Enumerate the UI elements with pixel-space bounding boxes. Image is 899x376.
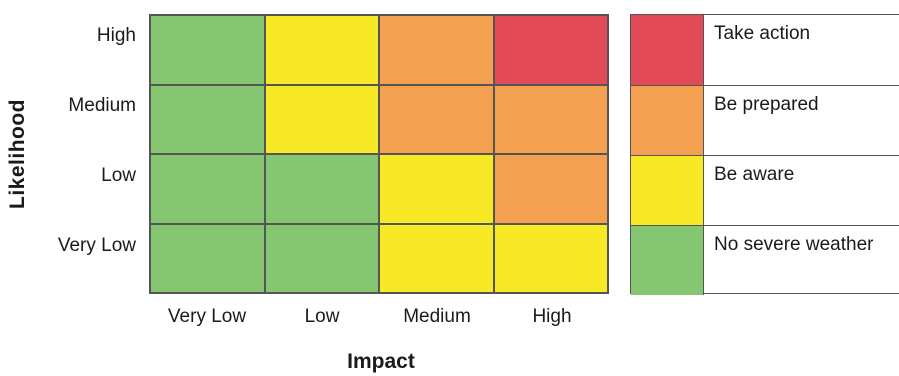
matrix-cell-very-low-low — [264, 223, 379, 293]
legend-swatch-green — [631, 226, 704, 295]
matrix-cell-low-low — [264, 154, 379, 224]
legend-row-take-action: Take action — [631, 15, 899, 85]
legend-swatch-orange — [631, 86, 704, 155]
legend-label-take-action: Take action — [714, 23, 811, 44]
col-label-high: High — [532, 306, 572, 327]
matrix-cell-very-low-medium — [379, 223, 494, 293]
matrix-cell-low-medium — [379, 154, 494, 224]
matrix-cell-medium-high — [493, 84, 608, 154]
matrix-cell-very-low-very-low — [150, 223, 265, 293]
col-label-medium: Medium — [403, 306, 471, 327]
matrix-cell-low-very-low — [150, 154, 265, 224]
legend-label-be-aware: Be aware — [714, 164, 795, 185]
legend-swatch-red — [631, 15, 704, 85]
matrix-cell-high-high — [493, 15, 608, 85]
matrix-cell-low-high — [493, 154, 608, 224]
row-label-high: High — [96, 25, 136, 46]
row-label-low: Low — [101, 165, 136, 186]
matrix-cell-medium-medium — [379, 84, 494, 154]
matrix-cell-medium-very-low — [150, 84, 265, 154]
matrix-cell-medium-low — [264, 84, 379, 154]
likelihood-axis-title: Likelihood — [6, 99, 29, 209]
matrix-cell-high-very-low — [150, 15, 265, 85]
matrix-cell-very-low-high — [493, 223, 608, 293]
legend-row-no-severe-weather: No severe weather — [631, 225, 899, 295]
row-label-very-low: Very Low — [57, 235, 136, 256]
legend: Take action Be prepared Be aware No seve… — [630, 14, 899, 295]
matrix-cell-high-low — [264, 15, 379, 85]
row-label-medium: Medium — [68, 95, 136, 116]
legend-row-be-aware: Be aware — [631, 155, 899, 225]
risk-matrix — [149, 14, 609, 294]
legend-label-no-severe-weather: No severe weather — [714, 234, 874, 255]
col-label-low: Low — [304, 306, 340, 327]
legend-swatch-yellow — [631, 156, 704, 225]
legend-row-be-prepared: Be prepared — [631, 85, 899, 155]
impact-axis-title: Impact — [347, 350, 415, 373]
legend-label-be-prepared: Be prepared — [714, 94, 819, 115]
matrix-cell-high-medium — [379, 15, 494, 85]
col-label-very-low: Very Low — [167, 306, 247, 327]
